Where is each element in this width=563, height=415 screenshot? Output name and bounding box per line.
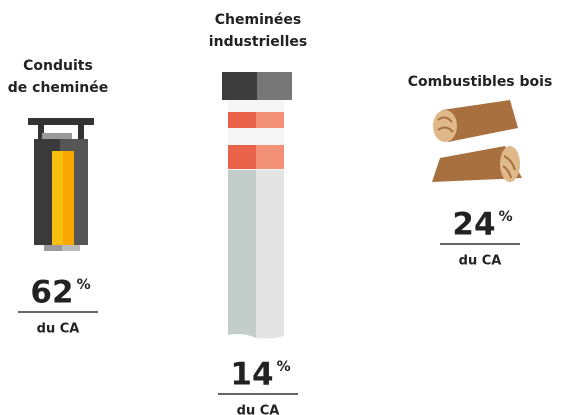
- item-unit: %: [77, 277, 91, 293]
- item-title: Cheminées: [215, 12, 301, 28]
- item-unit: %: [499, 209, 513, 225]
- industrial-chimney-icon: [222, 72, 292, 339]
- item-value: 24: [452, 207, 495, 243]
- item-title: Conduits: [23, 58, 93, 74]
- item-caption: du CA: [37, 322, 80, 337]
- item-title: industrielles: [209, 34, 307, 50]
- logs-icon: [432, 100, 522, 182]
- item-title: Combustibles bois: [408, 74, 553, 90]
- item-unit: %: [277, 359, 291, 375]
- item-caption: du CA: [237, 404, 280, 415]
- item-caption: du CA: [459, 254, 502, 269]
- item-value: 14: [230, 357, 273, 393]
- flue-icon: [28, 118, 94, 251]
- page: Conduits de cheminée 62% du CA Cheminées indu…: [0, 0, 563, 415]
- item-title: de cheminée: [8, 80, 109, 96]
- item-value: 62: [30, 275, 73, 311]
- infographic: Conduits de cheminée 62% du CA Cheminées indu…: [0, 0, 563, 415]
